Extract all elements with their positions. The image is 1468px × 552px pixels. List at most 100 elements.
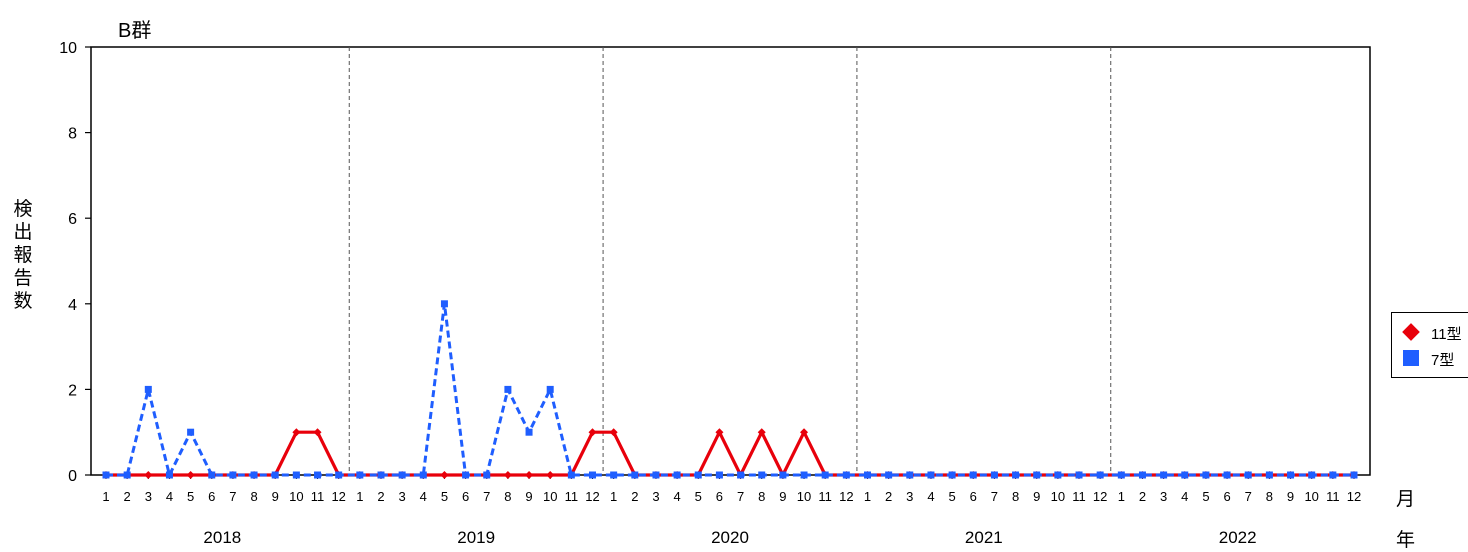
data-point-7 xyxy=(462,471,470,479)
data-point-7 xyxy=(673,471,681,479)
data-point-7 xyxy=(1096,471,1104,479)
data-point-11 xyxy=(440,471,449,479)
month-tick-label: 12 xyxy=(331,489,345,504)
data-point-7 xyxy=(610,471,618,479)
data-point-7 xyxy=(1117,471,1125,479)
data-point-7 xyxy=(1350,471,1358,479)
data-point-7 xyxy=(715,471,723,479)
legend-item-11: 11型 xyxy=(1392,319,1468,345)
month-tick-label: 7 xyxy=(1245,489,1252,504)
data-point-7 xyxy=(314,471,322,479)
data-point-7 xyxy=(589,471,597,479)
data-point-7 xyxy=(948,471,956,479)
month-tick-label: 4 xyxy=(1181,489,1188,504)
month-tick-label: 1 xyxy=(610,489,617,504)
month-tick-label: 5 xyxy=(187,489,194,504)
year-label: 2018 xyxy=(203,528,241,546)
month-tick-label: 12 xyxy=(839,489,853,504)
data-point-7 xyxy=(885,471,893,479)
month-tick-label: 7 xyxy=(229,489,236,504)
data-point-11 xyxy=(525,471,534,479)
year-label: 2021 xyxy=(965,528,1003,546)
data-point-7 xyxy=(483,471,491,479)
data-point-7 xyxy=(779,471,787,479)
month-tick-label: 3 xyxy=(145,489,152,504)
legend-item-7: 7型 xyxy=(1392,345,1468,371)
month-tick-label: 2 xyxy=(885,489,892,504)
month-tick-label: 7 xyxy=(483,489,490,504)
data-point-7 xyxy=(335,471,343,479)
data-point-7 xyxy=(821,471,829,479)
series-line-1 xyxy=(106,302,1354,477)
month-tick-label: 8 xyxy=(1266,489,1273,504)
month-tick-label: 4 xyxy=(927,489,934,504)
month-tick-label: 11 xyxy=(565,489,579,504)
data-point-11 xyxy=(588,428,597,437)
month-tick-label: 10 xyxy=(543,489,557,504)
data-point-11 xyxy=(546,471,555,479)
x-axis-year-label: 年 xyxy=(1396,530,1416,551)
data-point-7 xyxy=(1223,471,1231,479)
data-point-7 xyxy=(1265,471,1273,479)
data-point-7 xyxy=(1287,471,1295,479)
data-point-7 xyxy=(229,471,237,479)
data-point-7 xyxy=(1308,471,1316,479)
month-tick-label: 4 xyxy=(420,489,427,504)
data-point-7 xyxy=(1033,471,1041,479)
month-tick-label: 3 xyxy=(652,489,659,504)
data-point-7 xyxy=(842,471,850,479)
data-point-7 xyxy=(208,471,216,479)
month-tick-label: 6 xyxy=(970,489,977,504)
month-tick-label: 9 xyxy=(1287,489,1294,504)
month-tick-label: 7 xyxy=(991,489,998,504)
data-point-7 xyxy=(546,385,554,393)
plot-frame xyxy=(90,46,1371,476)
data-point-7 xyxy=(1181,471,1189,479)
y-tick-label: 8 xyxy=(68,126,77,143)
year-label: 2020 xyxy=(711,528,749,546)
data-point-7 xyxy=(758,471,766,479)
month-tick-label: 11 xyxy=(311,489,325,504)
data-point-7 xyxy=(694,471,702,479)
data-point-7 xyxy=(144,385,152,393)
data-point-7 xyxy=(1329,471,1337,479)
month-tick-label: 4 xyxy=(166,489,173,504)
square-marker-icon xyxy=(1403,350,1419,366)
data-point-11 xyxy=(609,428,618,437)
data-point-7 xyxy=(165,471,173,479)
series-line-0 xyxy=(106,430,1354,477)
data-point-7 xyxy=(102,471,110,479)
data-point-7 xyxy=(863,471,871,479)
data-point-7 xyxy=(187,428,195,436)
month-tick-label: 8 xyxy=(758,489,765,504)
month-tick-label: 10 xyxy=(797,489,811,504)
data-point-11 xyxy=(757,428,766,437)
month-tick-label: 9 xyxy=(779,489,786,504)
y-tick-label: 4 xyxy=(68,297,77,314)
month-tick-label: 3 xyxy=(906,489,913,504)
data-point-7 xyxy=(1054,471,1062,479)
data-point-7 xyxy=(737,471,745,479)
data-point-7 xyxy=(1160,471,1168,479)
month-tick-label: 6 xyxy=(462,489,469,504)
data-point-7 xyxy=(631,471,639,479)
data-point-7 xyxy=(504,385,512,393)
data-point-7 xyxy=(567,471,575,479)
month-tick-label: 8 xyxy=(504,489,511,504)
data-point-7 xyxy=(398,471,406,479)
month-tick-label: 1 xyxy=(864,489,871,504)
data-point-7 xyxy=(927,471,935,479)
month-tick-label: 5 xyxy=(1202,489,1209,504)
month-tick-label: 3 xyxy=(1160,489,1167,504)
month-tick-label: 12 xyxy=(1093,489,1107,504)
year-label: 2019 xyxy=(457,528,495,546)
month-tick-label: 1 xyxy=(1118,489,1125,504)
month-tick-label: 12 xyxy=(585,489,599,504)
month-tick-label: 6 xyxy=(716,489,723,504)
legend-label-7: 7型 xyxy=(1431,352,1455,369)
month-tick-label: 5 xyxy=(441,489,448,504)
month-tick-label: 9 xyxy=(525,489,532,504)
month-tick-label: 2 xyxy=(631,489,638,504)
month-tick-label: 11 xyxy=(1072,489,1086,504)
